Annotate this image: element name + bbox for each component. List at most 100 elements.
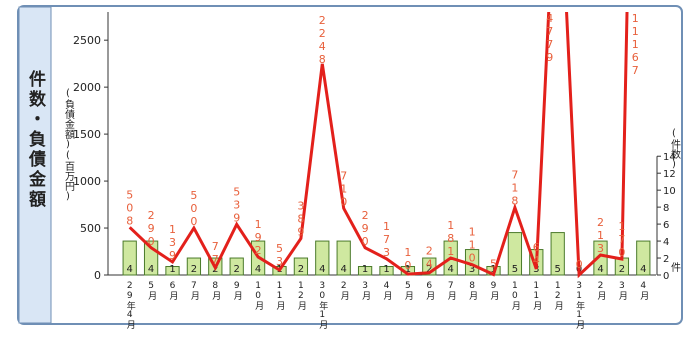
x-tick-label: 10月 (510, 281, 521, 311)
chart-title: 件数・負債金額 (25, 69, 47, 210)
bar-label: 2 (298, 264, 304, 275)
value-label: 173 (380, 220, 393, 259)
y2-tick-label: 0 (663, 271, 669, 282)
bar-label: 3 (533, 264, 539, 275)
value-label: 389 (294, 199, 307, 238)
bar (550, 232, 565, 276)
bar-label: 1 (169, 264, 175, 275)
y2-tick-label: 4 (663, 237, 669, 248)
y-tick-label: 0 (94, 269, 101, 282)
x-tick-label: 11月 (275, 281, 286, 311)
value-label: 508 (123, 188, 136, 227)
bar-label: 4 (127, 264, 133, 275)
value-label: 139 (166, 223, 179, 262)
y-tick-label: 500 (80, 222, 101, 235)
y2-tick-label: 10 (663, 186, 676, 197)
bar-label: 5 (512, 264, 518, 275)
value-label: 192 (252, 218, 265, 257)
debt-line (128, 12, 629, 279)
bar-label: 2 (619, 264, 625, 275)
value-label: 2248 (316, 14, 329, 66)
bar-label: 4 (255, 264, 261, 275)
y-tick-label: 2000 (73, 81, 101, 94)
bar (336, 240, 351, 276)
y2-unit: 件 (669, 262, 681, 273)
x-tick-label: 10月 (253, 281, 264, 311)
x-tick-label: 12月 (296, 281, 307, 311)
bar-label: 5 (555, 264, 561, 275)
bar (165, 266, 180, 276)
bar (379, 266, 394, 276)
value-label: 290 (145, 209, 158, 248)
bar (293, 257, 309, 276)
x-tick-label: 3月 (360, 281, 371, 301)
bar-label: 4 (448, 264, 454, 275)
value-label: 24 (423, 245, 436, 271)
x-tick-label: 5月 (146, 281, 157, 301)
y2-tick-label: 2 (663, 254, 669, 265)
bar (186, 257, 202, 276)
y2-axis-label: (件数) (669, 128, 681, 170)
bar-label: 4 (341, 264, 347, 275)
bar-label: 4 (597, 264, 603, 275)
x-tick-label: 31年1月 (574, 281, 585, 330)
bar (229, 257, 244, 276)
title-box (18, 6, 52, 324)
bar (357, 266, 373, 276)
y2-tick-label: 8 (663, 203, 669, 214)
bar-label: 2 (191, 264, 197, 275)
bar-label: 4 (319, 264, 325, 275)
x-tick-label: 7月 (446, 281, 457, 301)
x-tick-label: 3月 (617, 281, 628, 301)
value-label: 10 (401, 246, 414, 272)
value-label: 500 (187, 189, 200, 228)
y-axis-label: (負債金額)(百万円) (63, 88, 75, 202)
x-tick-label: 6月 (168, 281, 179, 301)
value-label: 5 (487, 258, 500, 271)
y2-tick-label: 12 (663, 169, 676, 180)
value-label: 4779 (543, 12, 556, 64)
bar-label: 4 (148, 264, 154, 275)
value-label: 170 (615, 220, 628, 259)
x-tick-label: 9月 (489, 281, 500, 301)
value-label: 290 (359, 209, 372, 248)
bar-label: 3 (469, 264, 475, 275)
y-tick-label: 1000 (73, 175, 101, 188)
value-label: 718 (508, 169, 521, 208)
bar (507, 232, 523, 276)
x-tick-label: 2月 (339, 281, 350, 301)
x-tick-label: 5月 (403, 281, 414, 301)
y2-tick-label: 6 (663, 220, 669, 231)
x-tick-label: 8月 (210, 281, 221, 301)
x-tick-label: 8月 (467, 281, 478, 301)
value-label: 213 (594, 216, 607, 255)
bar (315, 240, 330, 276)
x-tick-label: 7月 (189, 281, 200, 301)
bar (122, 240, 137, 276)
bar (636, 240, 651, 276)
bar-label: 1 (490, 264, 496, 275)
y-tick-label: 2500 (73, 34, 101, 47)
x-tick-label: 9月 (232, 281, 243, 301)
x-tick-label: 30年1月 (317, 281, 328, 330)
value-label: 11167 (629, 12, 642, 77)
value-label: 110 (466, 226, 479, 265)
x-tick-label: 11月 (531, 281, 542, 311)
y-tick-label: 1500 (73, 128, 101, 141)
x-tick-label: 4月 (638, 281, 649, 301)
value-label: 77 (209, 240, 222, 266)
bar-label: 2 (234, 264, 240, 275)
value-label: 710 (337, 169, 350, 208)
frame (17, 5, 683, 325)
x-tick-label: 29年4月 (125, 281, 136, 330)
value-label: 0 (573, 258, 586, 271)
value-label: 181 (444, 219, 457, 258)
x-tick-label: 6月 (424, 281, 435, 301)
x-tick-label: 2月 (596, 281, 607, 301)
x-tick-label: 4月 (382, 281, 393, 301)
value-label: 539 (230, 185, 243, 224)
bar-label: 1 (383, 264, 389, 275)
bar-label: 2 (426, 264, 432, 275)
bar-label: 1 (362, 264, 368, 275)
